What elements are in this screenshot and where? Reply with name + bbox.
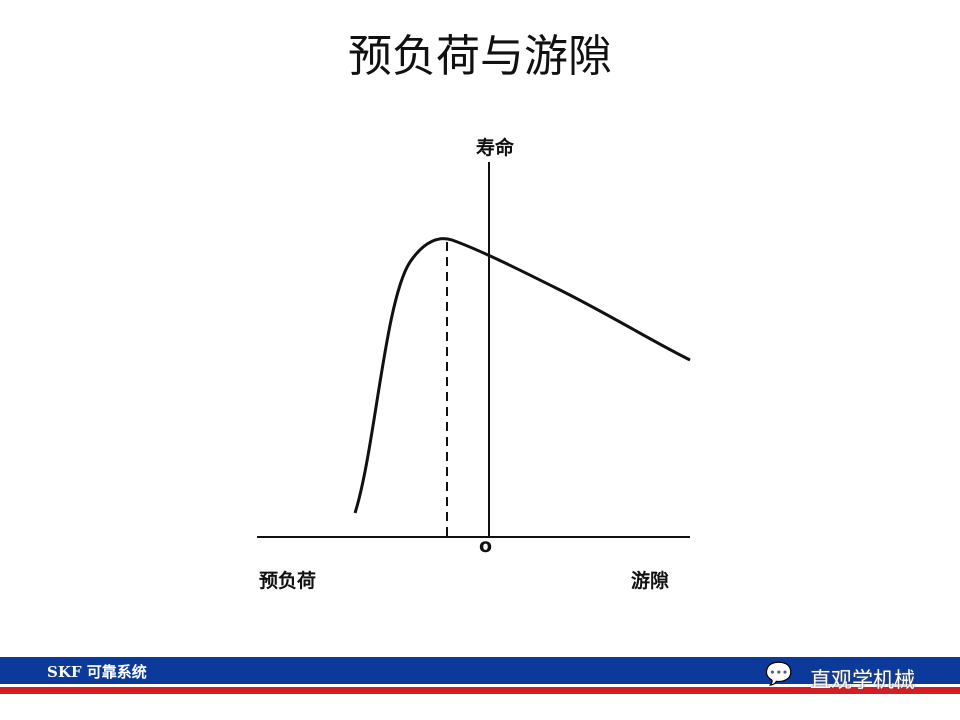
slide-title: 预负荷与游隙 xyxy=(348,31,612,82)
watermark: 直观学机械 xyxy=(810,668,915,692)
life-curve xyxy=(353,237,691,514)
origin-label: o xyxy=(479,535,493,557)
footer-red-stripe xyxy=(0,687,960,694)
wechat-icon: 💬 xyxy=(765,662,793,687)
y-axis-label: 寿命 xyxy=(476,137,515,159)
preload-label: 预负荷 xyxy=(259,570,317,592)
footer-text: SKF 可靠系统 xyxy=(47,663,147,681)
clearance-label: 游隙 xyxy=(631,570,670,592)
footer-band xyxy=(0,657,960,684)
footer-divider xyxy=(0,684,960,687)
